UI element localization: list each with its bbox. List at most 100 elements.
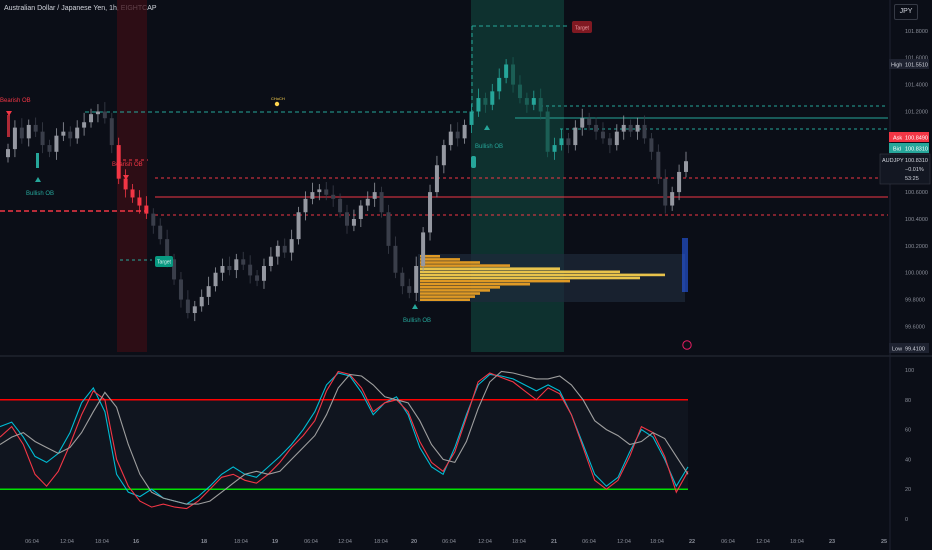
candle-body bbox=[594, 124, 599, 132]
time-axis[interactable]: 06:04 12:04 18:04 16 18 18:04 19 06:04 12:04 18:0… bbox=[25, 539, 887, 545]
price-change: −0.01% bbox=[905, 167, 924, 173]
oscillator-tick-label: 60 bbox=[905, 428, 911, 434]
ask-value: 100.8490 bbox=[905, 136, 928, 142]
time-tick-label: 19 bbox=[272, 539, 278, 545]
candle-body bbox=[289, 239, 294, 253]
candle-body bbox=[490, 91, 495, 105]
last-price: 100.8310 bbox=[905, 158, 928, 164]
candle-body bbox=[649, 138, 654, 152]
oscillator-line bbox=[0, 370, 689, 505]
candle-body bbox=[54, 135, 59, 152]
bearish-arrow-icon bbox=[123, 175, 129, 180]
symbol-label: AUDJPY bbox=[882, 158, 904, 164]
profile-marker bbox=[682, 238, 688, 292]
candle-body bbox=[476, 98, 481, 112]
candle-body bbox=[206, 286, 211, 297]
target-label-mid: Target bbox=[157, 260, 172, 266]
candle-body bbox=[524, 98, 529, 105]
candle-body bbox=[137, 197, 142, 206]
candle-body bbox=[317, 189, 322, 193]
time-tick-label: 18:04 bbox=[234, 539, 248, 545]
candle-body bbox=[275, 245, 280, 257]
candle-body bbox=[441, 145, 446, 166]
bearish-ob-label: Bearish OB bbox=[112, 162, 143, 168]
candle-body bbox=[497, 77, 502, 92]
low-value: 99.4100 bbox=[905, 347, 925, 353]
candle-body bbox=[455, 131, 460, 139]
bearish-zone bbox=[117, 0, 147, 352]
price-tick-label: 101.2000 bbox=[905, 109, 928, 115]
last-price-tag bbox=[879, 153, 931, 185]
candle-body bbox=[109, 118, 114, 146]
profile-bar bbox=[420, 261, 480, 264]
candle-body bbox=[151, 213, 156, 226]
candle-body bbox=[234, 259, 239, 271]
high-value: 101.5510 bbox=[905, 63, 928, 69]
candle-body bbox=[123, 178, 128, 190]
ask-label: Ask bbox=[893, 136, 902, 142]
alert-clock-icon[interactable] bbox=[682, 340, 692, 350]
candle-body bbox=[248, 264, 253, 276]
candle-body bbox=[684, 161, 688, 172]
signal-bar-bull bbox=[36, 153, 39, 168]
oscillator-tick-label: 40 bbox=[905, 457, 911, 463]
candle-body bbox=[580, 118, 585, 128]
candle-body bbox=[345, 212, 349, 226]
choch-dot-icon bbox=[274, 101, 280, 107]
profile-bar bbox=[420, 276, 640, 280]
candle-body bbox=[663, 178, 668, 206]
candle-body bbox=[158, 225, 163, 240]
oscillator-tick-label: 80 bbox=[905, 398, 911, 404]
low-tag bbox=[889, 343, 929, 353]
time-tick-label: 20 bbox=[411, 539, 417, 545]
candle-body bbox=[19, 127, 24, 139]
candle-body bbox=[12, 127, 17, 150]
candle-body bbox=[102, 111, 107, 119]
time-tick-label: 12:04 bbox=[478, 539, 492, 545]
price-tick-label: 100.2000 bbox=[905, 244, 928, 250]
time-tick-label: 22 bbox=[689, 539, 695, 545]
ask-tag bbox=[889, 132, 929, 142]
candle-body bbox=[386, 212, 391, 246]
candle-body bbox=[573, 127, 578, 146]
profile-bar bbox=[420, 295, 475, 298]
price-tick-label: 99.8000 bbox=[905, 298, 925, 304]
candle-body bbox=[324, 189, 329, 195]
target-badge-mid bbox=[155, 256, 173, 267]
oscillator-line bbox=[0, 370, 689, 510]
candle-body bbox=[40, 131, 45, 146]
candle-body bbox=[587, 118, 592, 125]
candle-body bbox=[282, 245, 287, 253]
bullish-ob-label: Bullish OB bbox=[403, 318, 431, 324]
candle-body bbox=[504, 64, 509, 78]
candle-body bbox=[310, 192, 315, 199]
profile-bar bbox=[420, 267, 560, 270]
signal-bar-bear bbox=[7, 115, 10, 137]
price-tick-label: 101.4000 bbox=[905, 83, 928, 89]
price-tick-label: 101.6000 bbox=[905, 56, 928, 62]
time-tick-label: 12:04 bbox=[60, 539, 74, 545]
oscillator-band-fill bbox=[0, 400, 688, 490]
price-tick-label: 100.6000 bbox=[905, 190, 928, 196]
candle-body bbox=[130, 189, 135, 198]
target-label: Target bbox=[575, 26, 590, 32]
candle-body bbox=[393, 245, 398, 273]
candle-body bbox=[656, 151, 661, 179]
candle-body bbox=[351, 218, 356, 226]
candlestick-series bbox=[6, 57, 688, 322]
time-tick-label: 18 bbox=[201, 539, 207, 545]
oscillator-axis[interactable]: 100 80 60 40 20 0 bbox=[905, 368, 914, 523]
time-tick-label: 06:04 bbox=[721, 539, 735, 545]
candle-body bbox=[165, 239, 170, 260]
candle-body bbox=[400, 272, 405, 287]
candle-body bbox=[621, 124, 626, 132]
currency-button[interactable]: JPY bbox=[894, 4, 918, 20]
candle-body bbox=[670, 192, 675, 206]
time-tick-label: 12:04 bbox=[338, 539, 352, 545]
price-tick-label: 100.4000 bbox=[905, 217, 928, 223]
candle-body bbox=[255, 275, 260, 281]
bid-value: 100.8310 bbox=[905, 147, 928, 153]
candle-body bbox=[448, 131, 453, 146]
oscillator-tick-label: 100 bbox=[905, 368, 914, 374]
